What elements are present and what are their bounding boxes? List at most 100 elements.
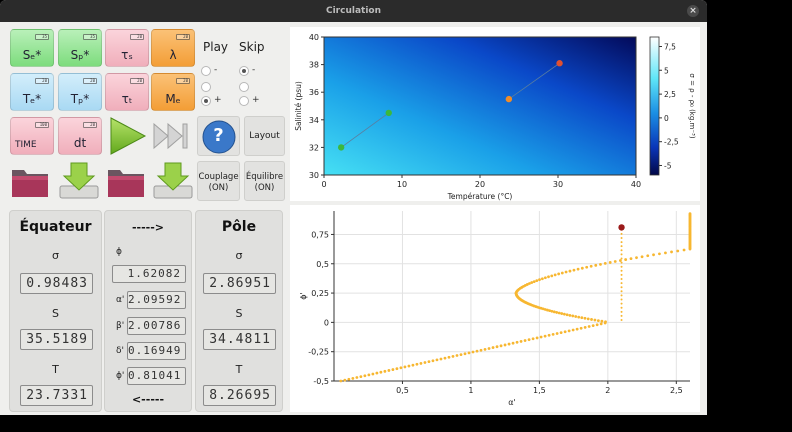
play-radio-mid[interactable] (201, 82, 211, 92)
param-tile-time[interactable]: 100 TIME (10, 117, 54, 155)
curve-point (580, 266, 584, 270)
transient-point (620, 306, 623, 309)
curve-point (590, 318, 593, 321)
param-tile-sp[interactable]: 35 Sₚ* (58, 29, 102, 67)
arrow-left: <----- (131, 393, 165, 406)
play-radio-plus[interactable] (201, 96, 211, 106)
curve-point (568, 269, 572, 273)
tile-lcd: 20 (83, 122, 97, 128)
param-tile-dt[interactable]: 20 dt (58, 117, 102, 155)
curve-point (535, 336, 539, 340)
skip-radio-mid[interactable] (239, 82, 249, 92)
curve-point (451, 354, 455, 358)
skip-radio-minus[interactable] (239, 66, 249, 76)
skip-header: Skip (239, 40, 265, 54)
curve-point (682, 248, 686, 252)
curve-point (563, 330, 567, 334)
help-button[interactable]: ? (197, 116, 240, 156)
transient-point (620, 302, 623, 305)
couplage-button[interactable]: Couplage (ON) (197, 161, 240, 201)
curve-point (550, 309, 554, 313)
curve-point (593, 318, 597, 322)
curve-point (564, 270, 568, 274)
param-tile-tau-t[interactable]: 20 τₜ (105, 73, 149, 111)
save-button-2[interactable] (151, 160, 195, 202)
curve-point (591, 324, 595, 328)
play-radio-minus[interactable] (201, 66, 211, 76)
y-tick-label: 0,25 (311, 289, 329, 298)
curve-point (543, 276, 547, 280)
curve-point (528, 282, 531, 285)
curve-point (351, 376, 355, 380)
equator-s-label: S (52, 307, 59, 320)
beta-display: 2.00786 (127, 317, 186, 335)
save-button[interactable] (57, 160, 101, 202)
close-icon[interactable]: × (687, 5, 699, 17)
skip-forward-icon (153, 122, 188, 150)
tile-lcd: 35 (83, 34, 97, 40)
tile-label: Tₚ* (70, 92, 90, 106)
pole-t-label: T (235, 363, 243, 376)
param-tile-tp[interactable]: 20 Tₚ* (58, 73, 102, 111)
beta-label: β' (116, 321, 125, 331)
curve-point (565, 313, 569, 317)
curve-point (608, 261, 612, 264)
curve-point (548, 309, 552, 313)
colorbar-tick-label: 2,5 (664, 90, 676, 99)
series-point (337, 144, 345, 151)
x-tick-label: 40 (631, 180, 641, 189)
y-tick-label: 36 (309, 88, 319, 97)
x-tick-label: 0 (321, 180, 326, 189)
y-axis-label: Salinité (psu) (294, 81, 303, 131)
tile-label: Mₑ (165, 92, 181, 106)
tile-label: Sₚ* (70, 48, 90, 62)
transient-point (620, 319, 623, 322)
play-icon (110, 117, 147, 155)
transient-point (620, 265, 623, 268)
curve-point (403, 365, 407, 369)
curve-point (546, 308, 549, 312)
x-axis-label: Température (°C) (447, 192, 513, 201)
phi-label: ϕ (116, 247, 122, 257)
transient-point (620, 257, 623, 260)
param-tile-te[interactable]: 20 Tₑ* (10, 73, 54, 111)
series-line (340, 112, 389, 148)
param-tile-lambda[interactable]: 20 λ (151, 29, 195, 67)
open-folder-button-2[interactable] (105, 162, 147, 200)
curve-point (530, 281, 534, 284)
equator-sigma-display: 0.98483 (20, 273, 93, 294)
ts-diagram-chart: 0 10 20 30 40 30 32 34 36 38 40 Température (°C) Sal… (290, 27, 700, 201)
transient-point (620, 249, 623, 252)
curve-point (629, 257, 633, 261)
open-folder-button[interactable] (9, 162, 51, 200)
download-icon (153, 162, 193, 199)
x-tick-label: 10 (397, 180, 407, 189)
colorbar-tick-label: -5 (664, 161, 672, 170)
skip-button[interactable] (150, 115, 196, 157)
pole-s-label: S (235, 307, 243, 320)
curve-point (339, 379, 343, 383)
curve-point (574, 315, 578, 318)
param-tile-se[interactable]: 35 Sₑ* (10, 29, 54, 67)
transient-point (620, 314, 623, 317)
tile-label: τₛ (121, 48, 133, 62)
param-tile-tau-s[interactable]: 20 τₛ (105, 29, 149, 67)
ts-diagram-svg: 0 10 20 30 40 30 32 34 36 38 40 Température (°C) Sal… (294, 33, 696, 201)
skip-radio-plus[interactable] (239, 96, 249, 106)
play-header: Play (203, 40, 229, 54)
x-tick-label: 20 (475, 180, 485, 189)
curve-point (664, 251, 667, 255)
curve-point (568, 313, 572, 317)
curve-point (555, 311, 559, 314)
download-icon (59, 162, 99, 199)
param-tile-me[interactable]: 20 Mₑ (151, 73, 195, 111)
tile-label: Sₑ* (22, 48, 42, 62)
equilibre-state: (ON) (254, 183, 275, 193)
curve-point (443, 356, 447, 360)
equilibre-button[interactable]: Équilibre (ON) (244, 161, 285, 201)
curve-point (375, 371, 379, 375)
layout-button[interactable]: Layout (244, 116, 285, 156)
y-tick-label: 34 (309, 116, 319, 125)
play-button[interactable] (105, 115, 149, 157)
transient-point (620, 261, 623, 264)
